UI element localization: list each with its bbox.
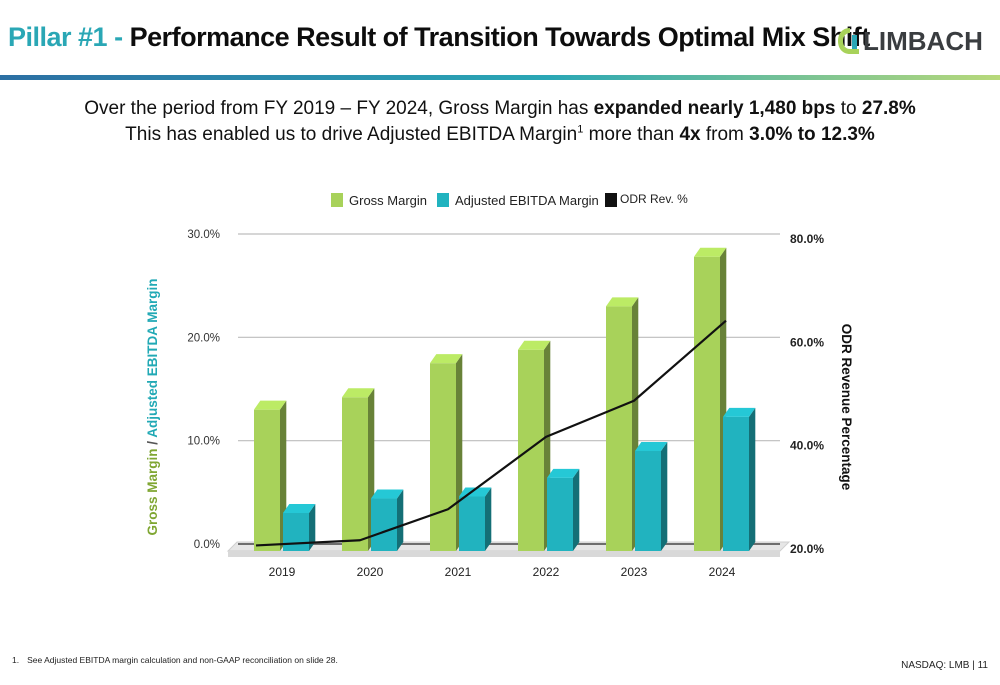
x-tick-label: 2021 [445,565,472,579]
bar-gross-margin [518,340,551,551]
bar-gross-margin [254,400,287,551]
legend-swatch-gross-margin [331,193,343,207]
bar-gross-margin [430,354,463,551]
y-left-tick-label: 10.0% [187,436,220,448]
subtitle-line-2: This has enabled us to drive Adjusted EB… [125,123,875,145]
y-left-label-sep: / [145,438,160,449]
title-main: Performance Result of Transition Towards… [129,22,871,52]
footnote: 1. See Adjusted EBITDA margin calculation… [12,655,338,665]
page-title: Pillar #1 - Performance Result of Transi… [8,22,870,53]
y-right-tick-label: 60.0% [790,335,824,349]
y-right-axis-label: ODR Revenue Percentage [839,324,854,491]
bar-gross-margin [342,388,375,551]
y-left-axis-label: Gross Margin / Adjusted EBITDA Margin [145,278,160,535]
x-tick-label: 2023 [621,565,648,579]
page-footer: NASDAQ: LMB | 11 [901,660,988,671]
y-left-tick-label: 0.0% [194,539,220,551]
y-left-tick-label: 30.0% [187,229,220,241]
bar-adjusted-ebitda-margin [371,489,404,551]
legend-label-gross-margin: Gross Margin [349,193,427,208]
bar-adjusted-ebitda-margin [635,442,668,551]
legend-label-odr: ODR Rev. % [620,192,688,206]
y-left-label-ebitda: Adjusted EBITDA Margin [145,278,160,437]
title-prefix: Pillar #1 - [8,22,123,52]
x-tick-label: 2020 [357,565,384,579]
x-tick-label: 2022 [533,565,560,579]
legend-swatch-odr [605,193,617,207]
y-left-label-gross: Gross Margin [145,449,160,536]
slide-header: Pillar #1 - Performance Result of Transi… [0,0,1000,80]
logo-mark-icon [838,28,859,54]
bar-gross-margin [606,297,639,551]
logo-text: LIMBACH [863,26,983,56]
bar-adjusted-ebitda-margin [283,504,316,551]
odr-line [255,319,727,547]
subtitle-line-1: Over the period from FY 2019 – FY 2024, … [84,98,916,119]
y-left-tick-label: 20.0% [187,332,220,344]
legend-label-adjusted-ebitda: Adjusted EBITDA Margin [455,193,599,208]
y-right-tick-label: 20.0% [790,542,824,556]
bar-adjusted-ebitda-margin [547,468,580,551]
limbach-logo: LIMBACH [835,24,983,60]
x-tick-label: 2019 [269,565,296,579]
chart-floor-front [228,551,780,557]
x-tick-label: 2024 [709,565,736,579]
bar-adjusted-ebitda-margin [723,407,756,551]
legend-swatch-adjusted-ebitda [437,193,449,207]
subtitle: Over the period from FY 2019 – FY 2024, … [0,96,1000,148]
y-right-tick-label: 80.0% [790,232,824,246]
header-divider [0,75,1000,80]
bar-gross-margin [694,247,727,551]
y-right-tick-label: 40.0% [790,439,824,453]
margin-chart: 0.0% 10.0% 20.0% 30.0% 20.0% 40.0% 60.0% 80.0% 2… [145,192,854,579]
